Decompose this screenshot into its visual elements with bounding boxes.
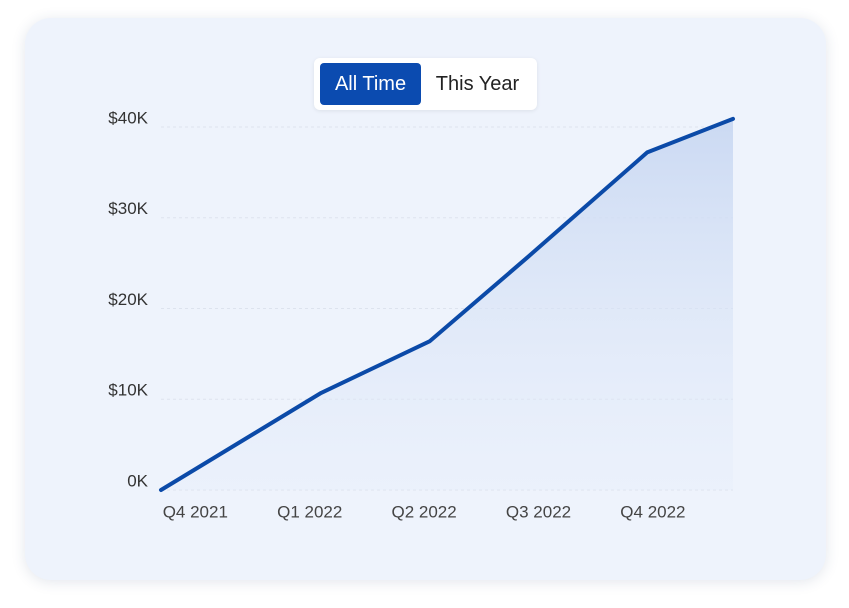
y-tick-label: $10K — [108, 381, 148, 400]
y-tick-label: $20K — [108, 290, 148, 309]
toggle-option[interactable]: This Year — [435, 73, 520, 95]
toggle-option[interactable]: All Time — [320, 63, 421, 105]
x-tick-label: Q4 2022 — [620, 502, 685, 521]
y-tick-label: $40K — [108, 108, 148, 127]
x-tick-label: Q3 2022 — [506, 502, 571, 521]
range-toggle: All Time This Year — [314, 58, 537, 110]
x-tick-label: Q2 2022 — [392, 502, 457, 521]
x-tick-label: Q1 2022 — [277, 502, 342, 521]
area-fill — [161, 118, 733, 491]
y-tick-label: 0K — [127, 471, 148, 490]
y-tick-label: $30K — [108, 199, 148, 218]
x-tick-label: Q4 2021 — [163, 502, 228, 521]
line — [159, 116, 735, 492]
